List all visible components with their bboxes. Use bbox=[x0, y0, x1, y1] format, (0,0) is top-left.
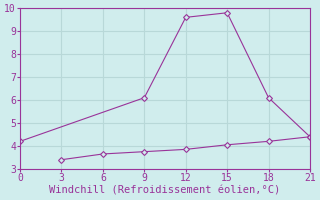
X-axis label: Windchill (Refroidissement éolien,°C): Windchill (Refroidissement éolien,°C) bbox=[49, 186, 281, 196]
